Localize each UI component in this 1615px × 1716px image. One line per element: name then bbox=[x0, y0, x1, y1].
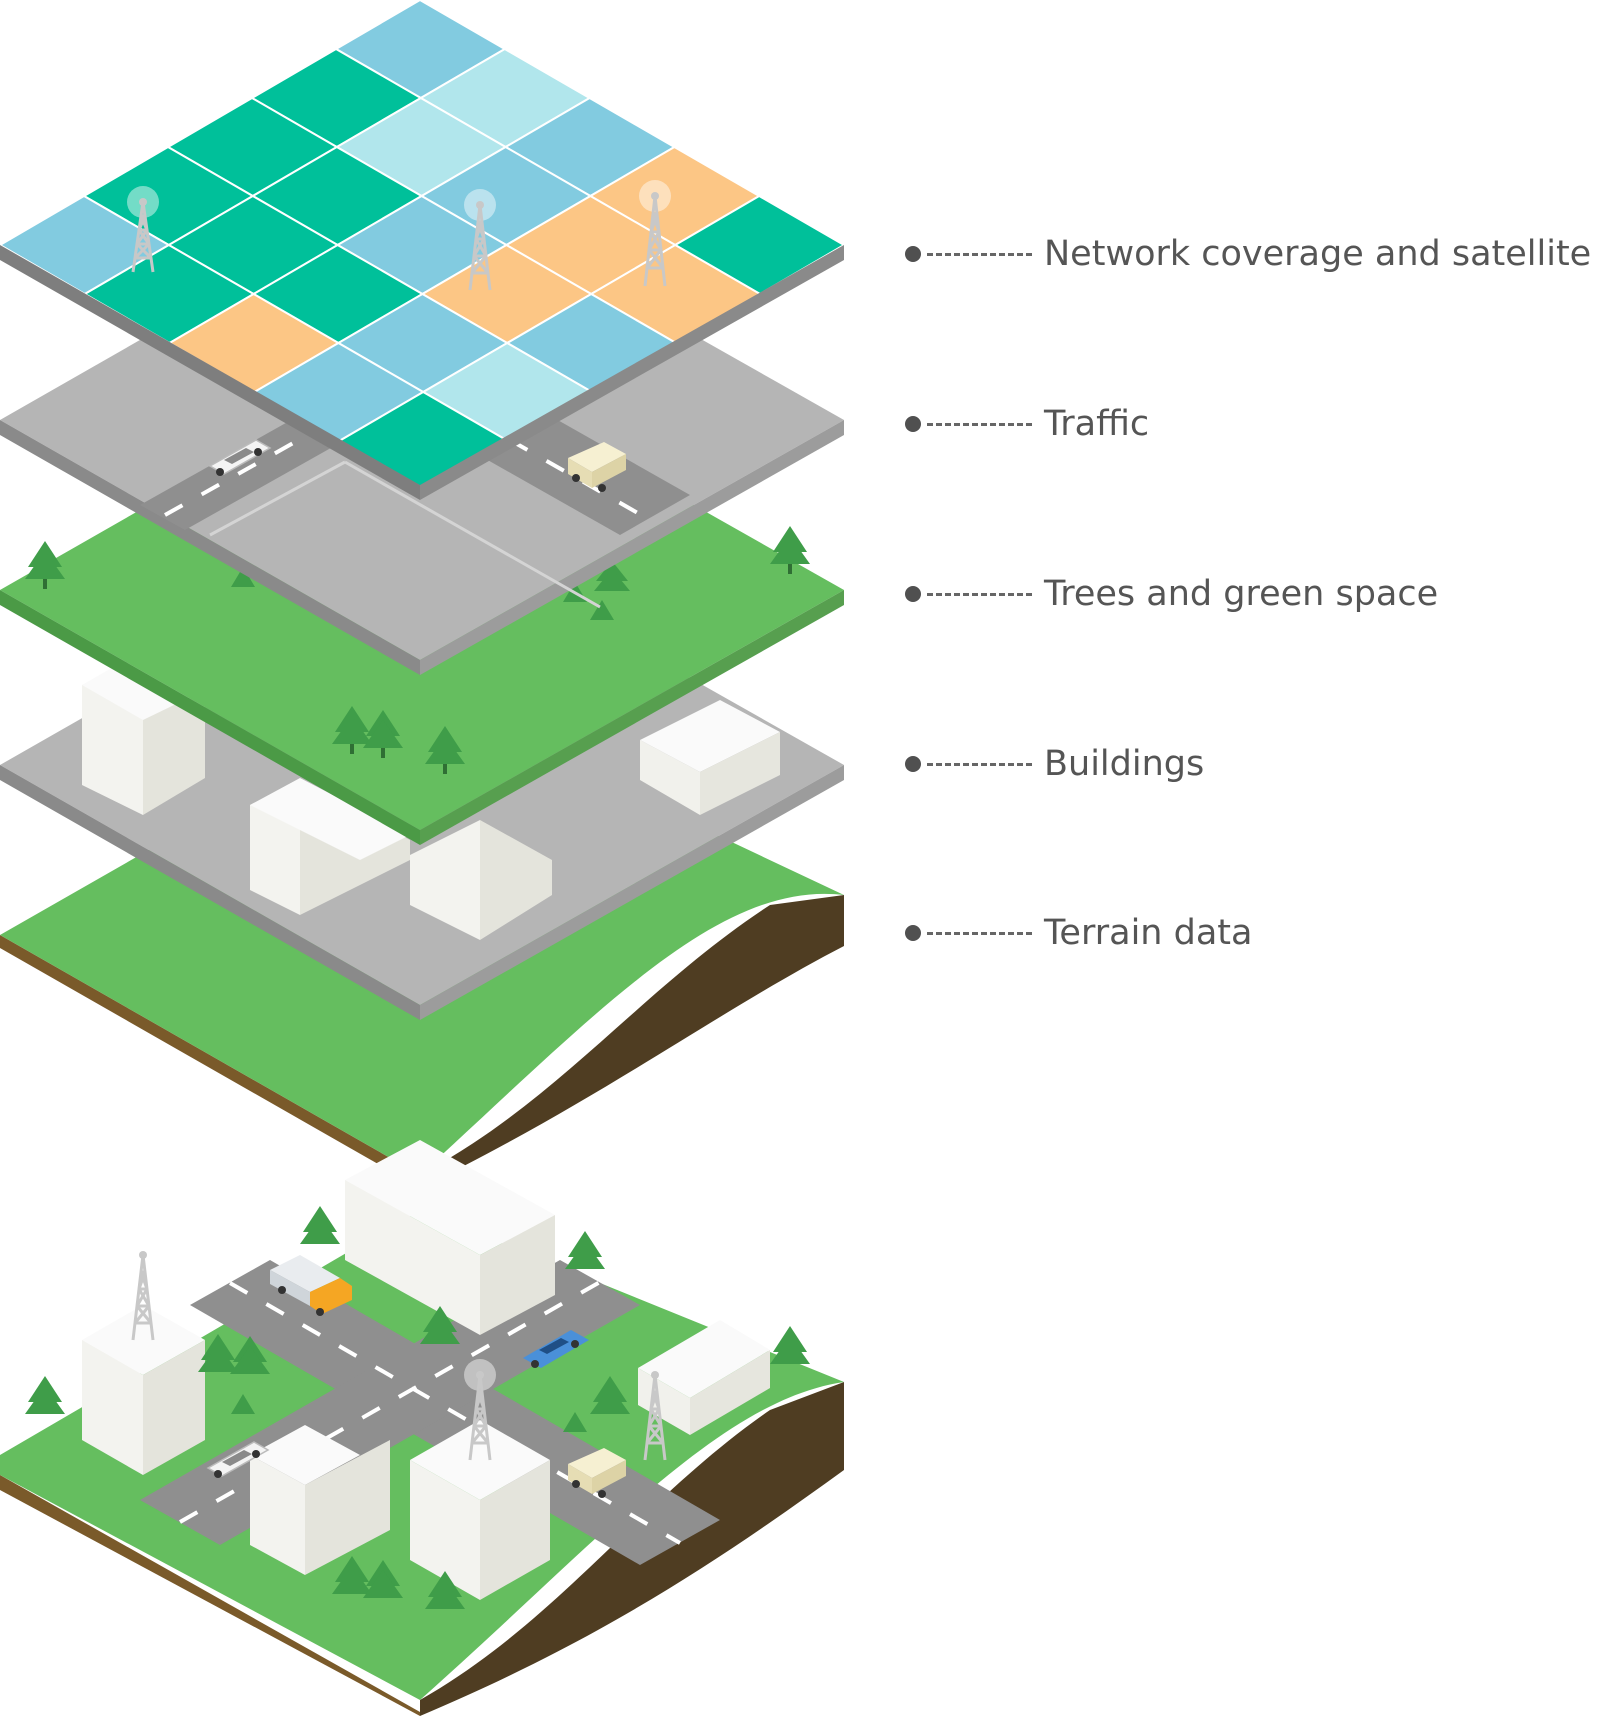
car-icon bbox=[206, 1441, 270, 1478]
tree-icon bbox=[198, 1334, 238, 1372]
leader-line bbox=[927, 592, 1032, 596]
tree-icon bbox=[770, 526, 810, 574]
tree-icon bbox=[231, 1394, 255, 1414]
layer-label: Buildings bbox=[1044, 744, 1205, 784]
tree-icon bbox=[770, 1326, 810, 1364]
layer-label: Network coverage and satellite bbox=[1044, 234, 1592, 274]
combined-city-view bbox=[0, 1140, 844, 1716]
tree-icon bbox=[332, 1556, 372, 1594]
tree-icon bbox=[425, 726, 465, 774]
van-icon bbox=[568, 442, 626, 492]
label-network-coverage: Network coverage and satellite bbox=[905, 230, 1591, 278]
tree-icon bbox=[590, 1376, 630, 1414]
label-traffic: Traffic bbox=[905, 400, 1149, 448]
building-icon bbox=[410, 1420, 550, 1600]
building-icon bbox=[640, 700, 780, 815]
tree-icon bbox=[332, 706, 372, 754]
leader-line bbox=[927, 762, 1032, 766]
bullet-dot bbox=[905, 246, 921, 262]
tree-icon bbox=[563, 1412, 587, 1432]
van-icon bbox=[568, 1448, 626, 1498]
leader-line bbox=[927, 252, 1032, 256]
building-icon bbox=[250, 778, 410, 915]
bullet-dot bbox=[905, 925, 921, 941]
car-icon bbox=[208, 439, 272, 476]
truck-icon bbox=[270, 1255, 352, 1316]
tree-icon bbox=[231, 567, 255, 587]
tree-icon bbox=[363, 710, 403, 758]
bullet-dot bbox=[905, 416, 921, 432]
tower-icon bbox=[464, 189, 496, 291]
label-terrain-data: Terrain data bbox=[905, 909, 1252, 957]
tower-icon bbox=[131, 1251, 155, 1341]
layer-label: Traffic bbox=[1044, 404, 1150, 444]
building-icon bbox=[250, 1425, 390, 1575]
building-icon bbox=[638, 1320, 770, 1435]
car-icon bbox=[523, 1330, 589, 1368]
label-trees-green-space: Trees and green space bbox=[905, 570, 1438, 618]
building-icon bbox=[82, 1305, 205, 1475]
leader-line bbox=[927, 422, 1032, 426]
leader-line bbox=[927, 931, 1032, 935]
layer-label: Terrain data bbox=[1044, 913, 1253, 953]
tower-icon bbox=[643, 1371, 667, 1461]
tree-icon bbox=[363, 1560, 403, 1598]
tower-icon bbox=[127, 186, 159, 273]
tree-icon bbox=[565, 1231, 605, 1269]
building-icon bbox=[410, 820, 552, 940]
tower-icon bbox=[464, 1359, 496, 1461]
bullet-dot bbox=[905, 586, 921, 602]
bullet-dot bbox=[905, 756, 921, 772]
tree-icon bbox=[230, 1336, 270, 1374]
tree-icon bbox=[300, 1206, 340, 1244]
tree-icon bbox=[590, 600, 614, 620]
tree-icon bbox=[425, 1571, 465, 1609]
tower-icon bbox=[639, 180, 671, 287]
tree-icon bbox=[420, 1306, 460, 1344]
tree-icon bbox=[594, 561, 630, 591]
network-coverage-layer bbox=[0, 0, 846, 500]
tree-icon bbox=[25, 541, 65, 589]
layer-label: Trees and green space bbox=[1044, 574, 1439, 614]
label-buildings: Buildings bbox=[905, 740, 1204, 788]
tree-icon bbox=[25, 1376, 65, 1414]
building-icon bbox=[345, 1140, 555, 1335]
